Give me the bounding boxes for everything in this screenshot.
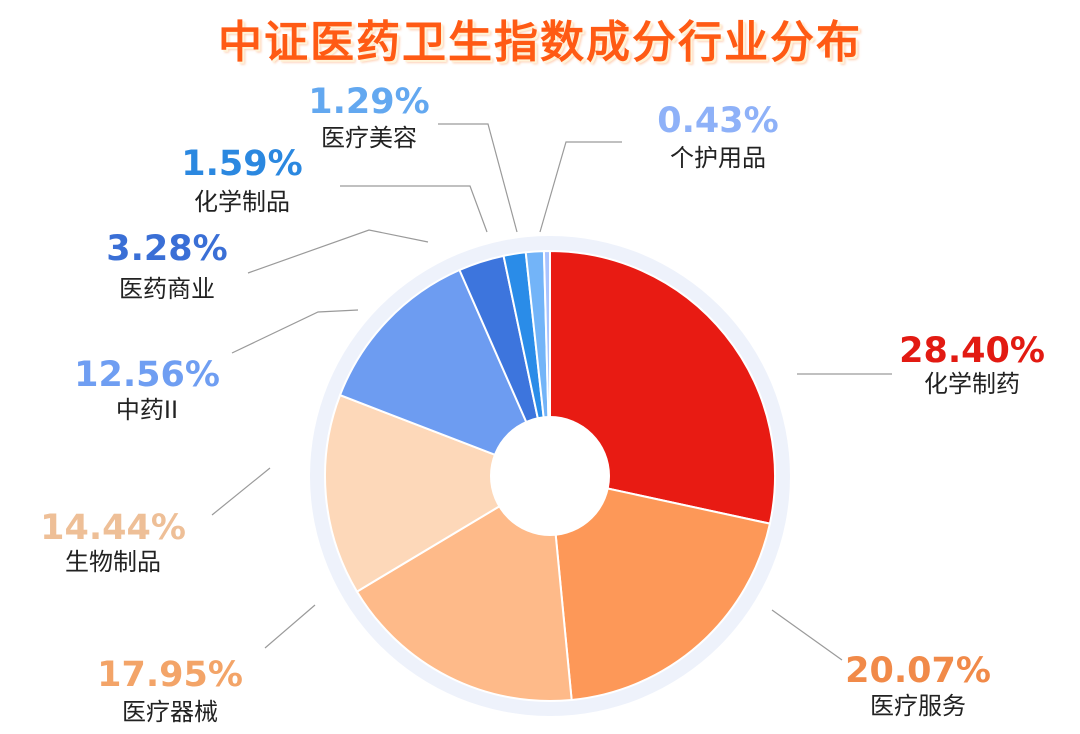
slice-value-label: 1.29% [308, 82, 429, 122]
slice-labels: 28.40%化学制药 20.07%医疗服务 17.95% 医疗器械 14.44%生物制品… [40, 82, 1045, 726]
leader-line [438, 123, 518, 233]
slice-category-label: 生物制品 [65, 548, 161, 576]
slice-value-label: 17.95% [97, 655, 243, 695]
pie-slice [324, 393, 553, 593]
leader-line [247, 229, 429, 274]
donut-hole [490, 416, 610, 536]
slice-value-label: 1.59% [181, 144, 302, 184]
slice-category-label: 医疗美容 [321, 124, 417, 152]
leader-line [771, 609, 843, 661]
slice-category-label: 个护用品 [670, 144, 766, 172]
chart-title: 中证医药卫生指数成分行业分布 [218, 17, 862, 68]
slice-value-label: 0.43% [657, 101, 778, 141]
leader-line [340, 185, 488, 233]
slice-value-label: 3.28% [106, 229, 227, 269]
slice-category-label: 化学制品 [194, 188, 290, 216]
slice-category-label: 医疗服务 [870, 692, 966, 720]
leader-lines [211, 123, 892, 661]
slice-category-label: 中药II [116, 396, 178, 424]
leader-line [264, 604, 316, 649]
slice-value-label: 14.44% [40, 508, 186, 548]
slice-category-label: 化学制药 [924, 370, 1020, 398]
pie-slice [338, 268, 552, 478]
slice-value-label: 20.07% [845, 651, 991, 691]
slice-category-label: 医药商业 [119, 275, 215, 303]
leader-line [539, 141, 622, 233]
leader-line [231, 309, 359, 354]
pie-slice [355, 474, 573, 702]
slice-value-label: 12.56% [74, 355, 220, 395]
slice-value-label: 28.40% [899, 331, 1045, 371]
pie-slice [548, 474, 772, 702]
leader-line [211, 467, 271, 516]
slice-category-label: 医疗器械 [122, 698, 218, 726]
